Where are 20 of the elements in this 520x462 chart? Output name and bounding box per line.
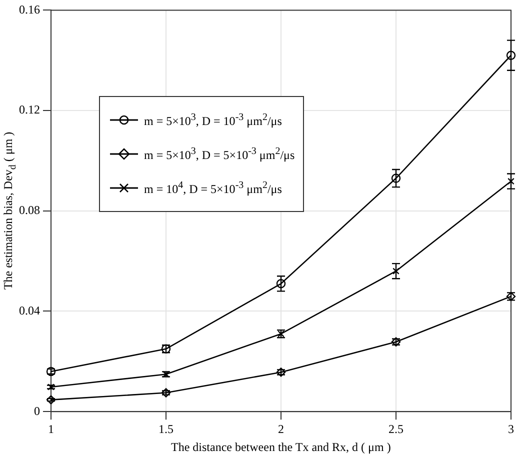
y-tick-label: 0.16 bbox=[19, 2, 40, 16]
x-tick-label: 2.5 bbox=[388, 422, 404, 436]
y-tick-label: 0.04 bbox=[19, 303, 40, 318]
x-axis-title: The distance between the Tx and Rx, d ( μm ) bbox=[171, 440, 391, 455]
point bbox=[161, 388, 171, 398]
x-tick-label: 1.5 bbox=[158, 422, 174, 436]
x-tick-label: 2 bbox=[278, 422, 284, 436]
x-tick-label: 3 bbox=[508, 422, 514, 436]
legend-label: m = 5×10$^{3}$, D = 5×10$^{-3}$ μm$^{2}$/μs bbox=[144, 146, 295, 163]
legend-label: m = 10$^{4}$, D = 5×10$^{-3}$ μm$^{2}$/μs bbox=[144, 180, 282, 197]
y-tick-label: 0.12 bbox=[19, 102, 40, 117]
y-tick-label: 0.08 bbox=[19, 203, 40, 218]
point bbox=[508, 178, 514, 185]
point bbox=[276, 279, 286, 288]
y-tick-label: 0 bbox=[34, 404, 40, 418]
legend-label: m = 5×10$^{3}$, D = 10$^{-3}$ μm$^{2}$/μs bbox=[144, 112, 282, 129]
point bbox=[506, 50, 516, 60]
point bbox=[392, 268, 400, 275]
point bbox=[391, 174, 401, 183]
x-tick-label: 1 bbox=[48, 422, 54, 436]
